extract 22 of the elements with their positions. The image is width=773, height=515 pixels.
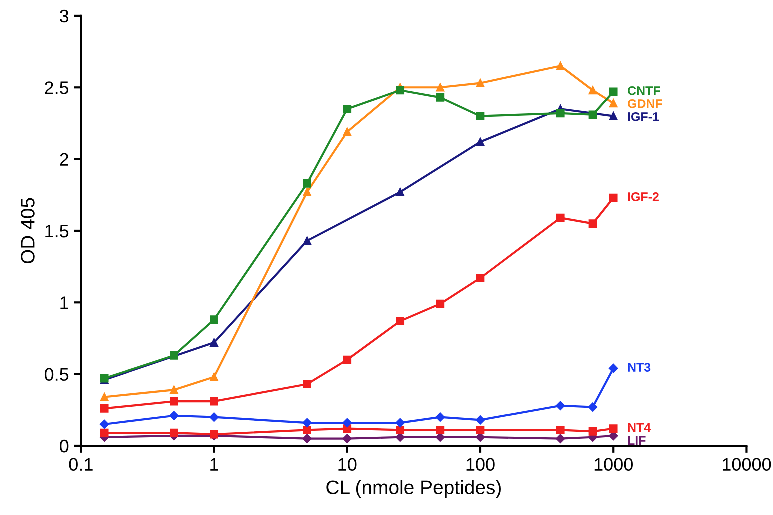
series-label: NT4	[628, 423, 652, 432]
x-tick-label: 1000	[594, 458, 633, 472]
x-tick-label: 1	[210, 458, 218, 471]
series-label: IGF-1	[628, 112, 660, 122]
x-axis-title: CL (nmole Peptides)	[326, 480, 501, 498]
y-tick-label: 1.5	[46, 225, 69, 238]
y-tick-label: 2.5	[45, 82, 69, 94]
y-tick-label: 2	[60, 153, 68, 166]
y-tick-label: 0	[60, 440, 69, 453]
y-tick-label: 3	[60, 10, 69, 23]
series-label: NT3	[628, 363, 651, 372]
x-tick-label: 0.1	[69, 458, 93, 472]
x-tick-label: 100	[466, 458, 495, 472]
x-tick-label: 10	[338, 458, 357, 472]
y-axis-title: OD 405	[21, 198, 35, 264]
series-label: LIF	[628, 436, 646, 446]
series-label: IGF-2	[628, 192, 659, 202]
y-tick-label: 1	[60, 296, 68, 310]
series-label: GDNF	[628, 99, 662, 108]
y-tick-label: 0.5	[44, 368, 69, 382]
x-tick-label: 10000	[722, 458, 772, 472]
series-label: CNTF	[628, 86, 660, 96]
